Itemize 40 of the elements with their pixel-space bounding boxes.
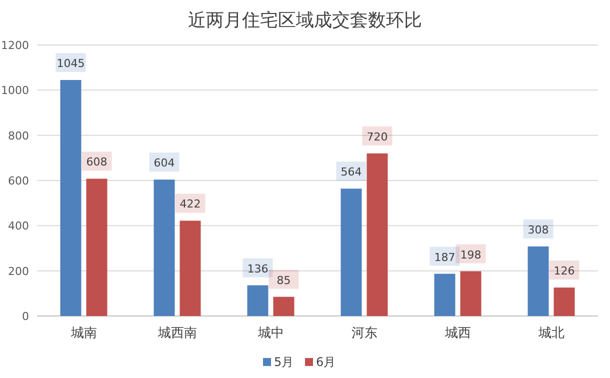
bar bbox=[60, 80, 82, 316]
x-tick-label: 河东 bbox=[351, 326, 378, 341]
x-tick-label: 城西南 bbox=[156, 326, 197, 341]
legend-label: 6月 bbox=[316, 355, 336, 369]
bar bbox=[180, 220, 201, 316]
y-tick-label: 200 bbox=[8, 264, 29, 278]
y-tick-label: 0 bbox=[22, 310, 29, 323]
legend-label: 5月 bbox=[274, 355, 294, 369]
data-label: 136 bbox=[247, 262, 268, 276]
bar bbox=[154, 180, 175, 316]
y-tick-label: 600 bbox=[8, 174, 29, 188]
data-label: 604 bbox=[154, 156, 175, 170]
y-tick-label: 800 bbox=[8, 129, 29, 142]
data-label: 187 bbox=[434, 250, 456, 264]
chart-title: 近两月住宅区域成交套数环比 bbox=[188, 10, 422, 31]
y-tick-label: 1000 bbox=[1, 84, 29, 98]
bar bbox=[554, 288, 575, 316]
data-label: 1045 bbox=[56, 57, 85, 70]
data-label: 720 bbox=[366, 130, 388, 144]
bar bbox=[273, 296, 294, 316]
data-label: 85 bbox=[276, 274, 291, 287]
bar bbox=[434, 274, 456, 316]
bar bbox=[340, 188, 362, 316]
x-tick-label: 城北 bbox=[537, 326, 564, 341]
data-label: 608 bbox=[86, 156, 108, 169]
bar bbox=[460, 271, 482, 316]
bar bbox=[86, 178, 108, 316]
bar bbox=[366, 153, 388, 316]
y-tick-label: 1200 bbox=[1, 39, 29, 52]
data-label: 198 bbox=[460, 248, 482, 262]
data-label: 422 bbox=[180, 198, 201, 211]
x-tick-label: 城中 bbox=[256, 326, 284, 341]
x-tick-label: 城西 bbox=[444, 326, 471, 341]
data-label: 564 bbox=[340, 166, 362, 179]
y-tick-label: 400 bbox=[8, 220, 29, 233]
data-label: 126 bbox=[554, 264, 575, 278]
bar bbox=[247, 285, 268, 316]
data-label: 308 bbox=[528, 223, 549, 236]
bar bbox=[528, 246, 549, 316]
x-tick-label: 城南 bbox=[70, 326, 97, 341]
